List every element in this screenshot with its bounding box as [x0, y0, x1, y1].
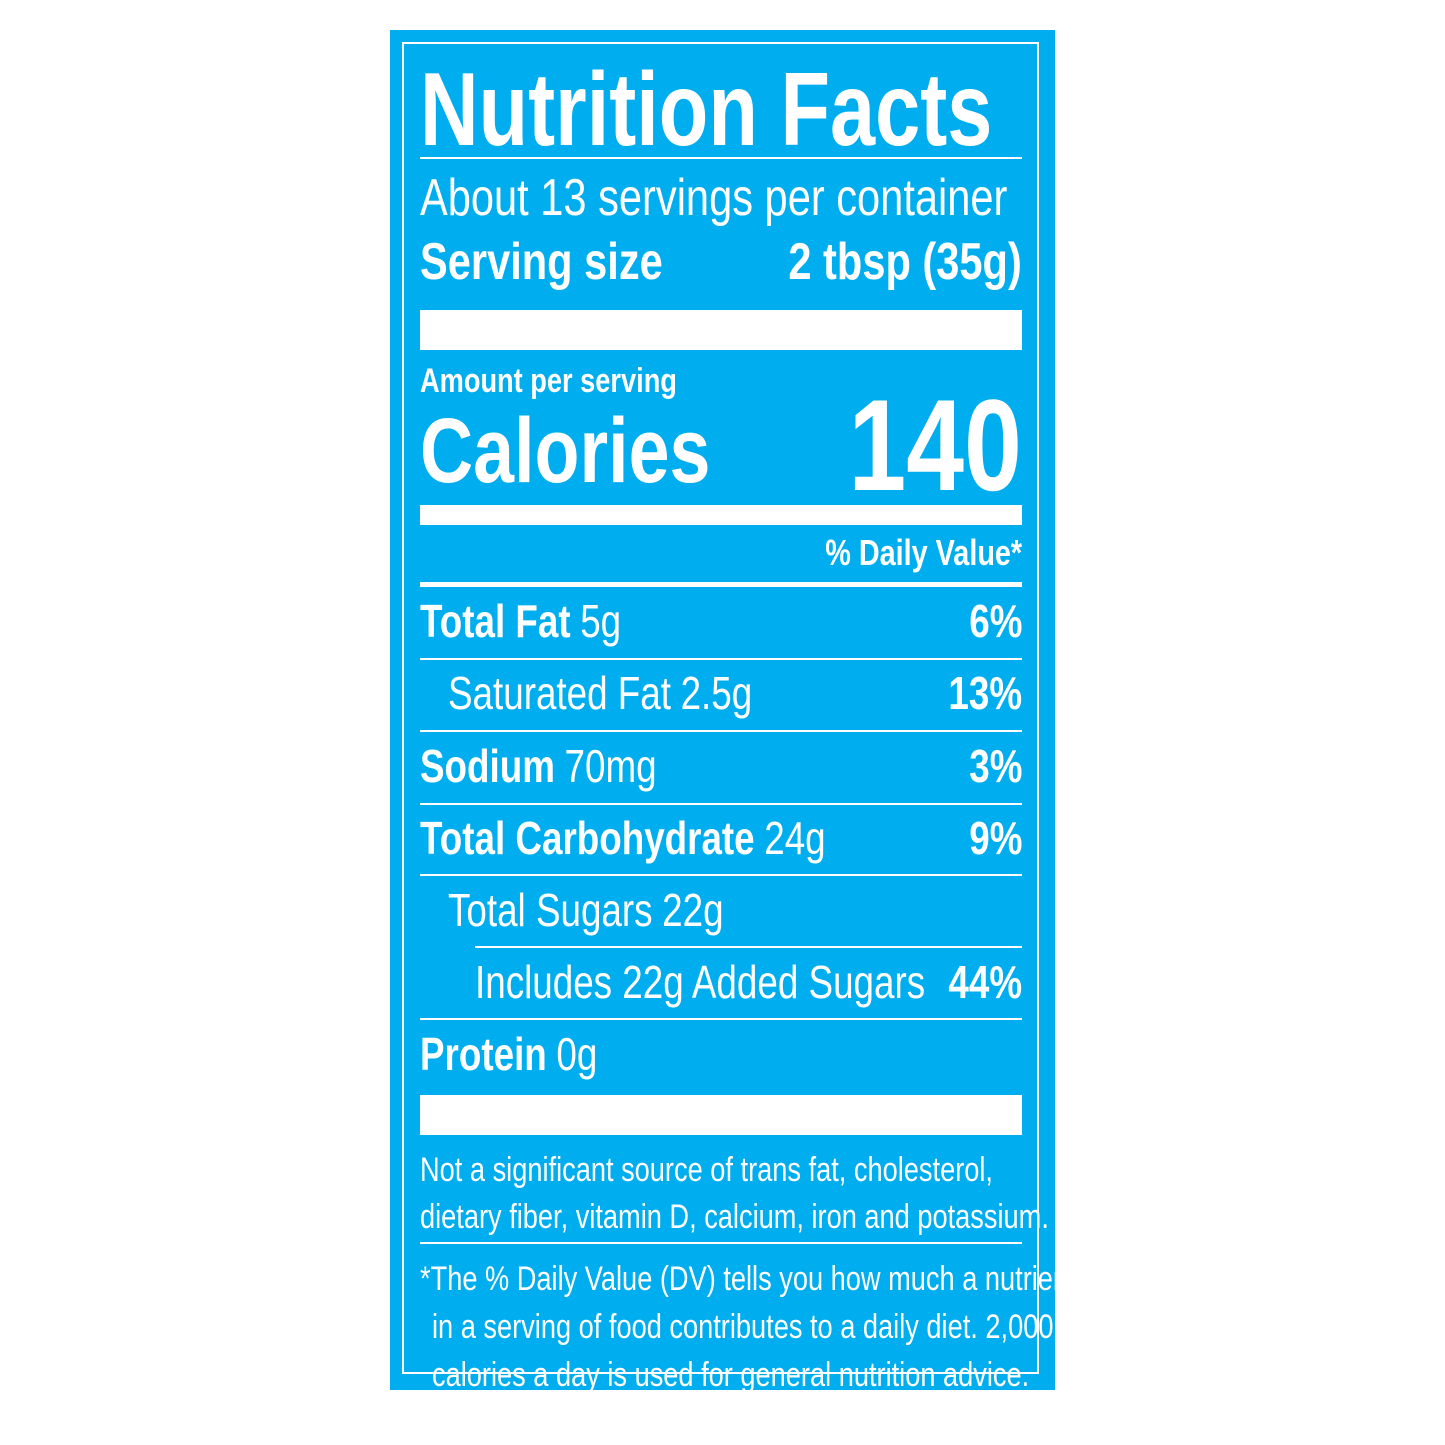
servings: About 13 servings per container — [420, 169, 1008, 227]
nutrient-row: Sodium 70mg — [420, 743, 657, 789]
rule — [420, 803, 1022, 805]
nutrient-name: Total Sugars — [448, 884, 653, 936]
nutrient-name: Sodium — [420, 740, 555, 792]
nutrient-row: Saturated Fat 2.5g — [448, 670, 752, 716]
daily-value-header: % Daily Value* — [825, 532, 1022, 573]
rule — [420, 730, 1022, 732]
nutrient-amount: 0g — [556, 1028, 598, 1080]
footnote-line: calories a day is used for general nutri… — [432, 1356, 1030, 1394]
nutrient-row: Total Sugars 22g — [448, 887, 724, 933]
nutrient-amount: 22g — [662, 884, 724, 936]
calories-label: Calories — [420, 400, 711, 502]
nutrient-dv: 9% — [968, 812, 1022, 864]
rule — [420, 874, 1022, 876]
nutrient-amount: 70mg — [564, 740, 657, 792]
nutrient-dv: 13% — [948, 667, 1022, 719]
rule — [420, 1242, 1022, 1244]
nutrient-dv: 44% — [948, 956, 1022, 1008]
label-panel — [390, 30, 1055, 1390]
nutrient-name: Total Fat — [420, 595, 571, 647]
rule — [420, 658, 1022, 660]
nutrient-dv: 3% — [968, 740, 1022, 792]
footnote-line: *The % Daily Value (DV) tells you how mu… — [420, 1260, 1076, 1298]
label-border — [402, 42, 1039, 1374]
nutrient-name: Total Carbohydrate — [420, 812, 755, 864]
nutrient-name: Protein — [420, 1028, 547, 1080]
rule — [475, 946, 1022, 948]
nutrient-amount: 2.5g — [680, 667, 753, 719]
footnote-line: in a serving of food contributes to a da… — [432, 1308, 1054, 1346]
note-line: dietary fiber, vitamin D, calcium, iron … — [420, 1198, 1049, 1236]
rule — [420, 157, 1022, 159]
note-line: Not a significant source of trans fat, c… — [420, 1151, 993, 1189]
nutrient-name: Includes 22g Added Sugars — [475, 956, 926, 1008]
serving-size-label: Serving size — [420, 233, 663, 291]
nutrient-amount: 5g — [580, 595, 622, 647]
thick-bar — [420, 310, 1022, 350]
rule — [420, 1018, 1022, 1020]
title: Nutrition Facts — [420, 52, 993, 168]
nutrient-dv: 6% — [968, 595, 1022, 647]
thick-bar — [420, 505, 1022, 525]
nutrient-amount: 24g — [764, 812, 826, 864]
nutrient-row: Total Carbohydrate 24g — [420, 815, 826, 861]
nutrient-row: Includes 22g Added Sugars — [475, 959, 925, 1005]
nutrient-row: Total Fat 5g — [420, 598, 621, 644]
serving-size-value: 2 tbsp (35g) — [788, 233, 1022, 291]
nutrient-row: Protein 0g — [420, 1031, 597, 1077]
calories-value: 140 — [848, 372, 1022, 518]
amount-per-serving: Amount per serving — [420, 362, 677, 400]
thick-bar — [420, 1095, 1022, 1135]
nutrient-name: Saturated Fat — [448, 667, 671, 719]
rule — [420, 582, 1022, 587]
